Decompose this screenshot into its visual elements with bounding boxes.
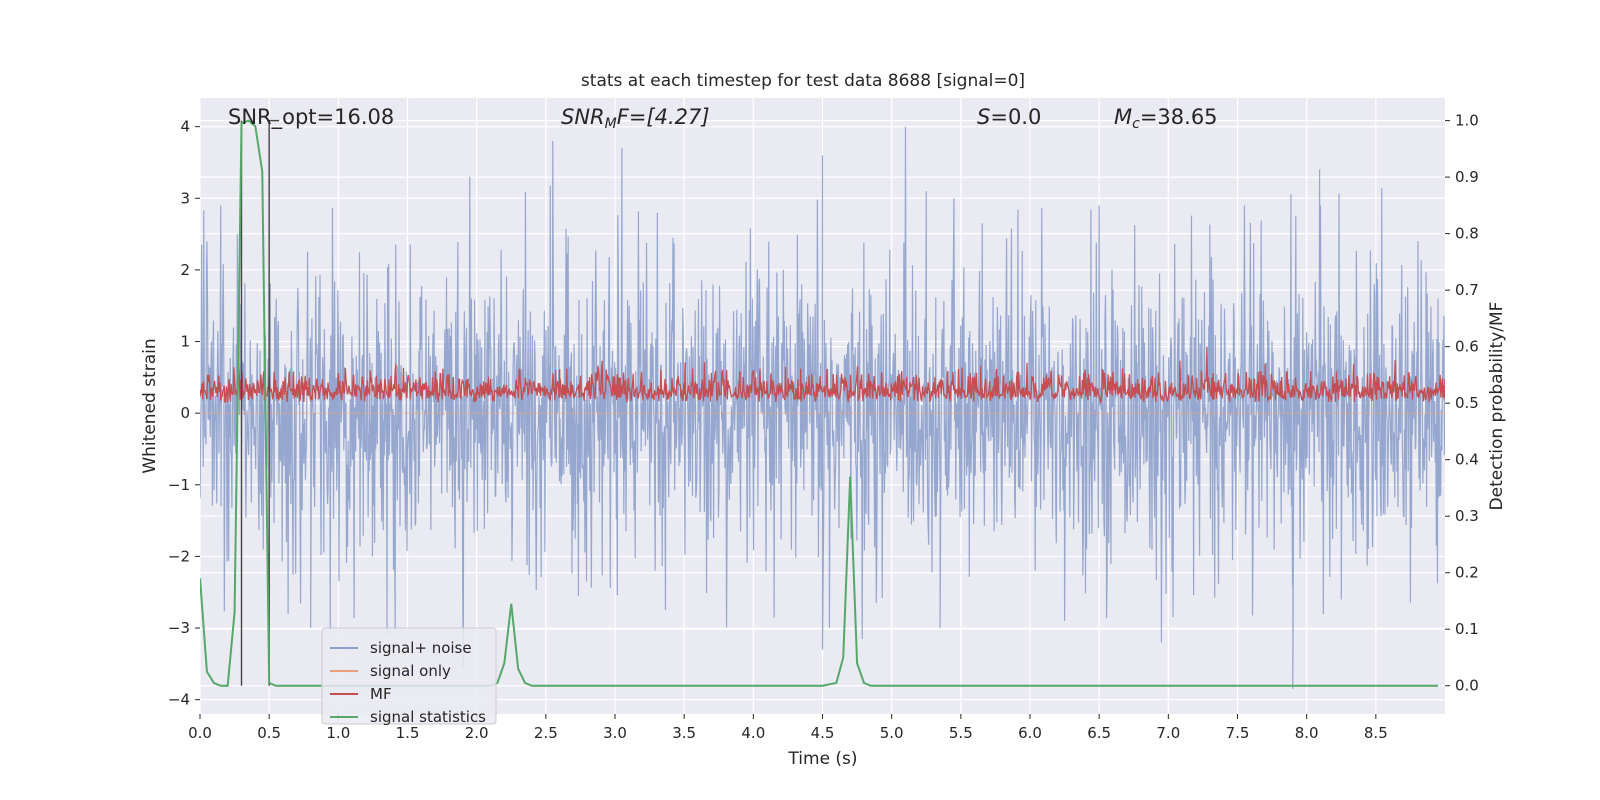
x-tick-label: 4.0 [741, 724, 765, 742]
legend-label: signal+ noise [370, 639, 472, 657]
legend-label: MF [370, 685, 392, 703]
x-tick-label: 2.5 [534, 724, 558, 742]
y-tick-label-right: 0.2 [1455, 564, 1479, 582]
x-tick-label: 8.5 [1364, 724, 1388, 742]
y-tick-label-right: 0.8 [1455, 225, 1479, 243]
y-tick-label-left: 4 [180, 118, 190, 136]
x-tick-label: 3.5 [672, 724, 696, 742]
x-axis-label: Time (s) [787, 749, 857, 769]
y-tick-label-left: −3 [168, 619, 190, 637]
y-ticks-right: 0.0 0.1 0.2 0.3 0.4 0.5 0.6 0.7 0.8 0.9 1.0 [1445, 112, 1479, 695]
series-mf-line [200, 346, 1445, 404]
chart-title: stats at each timestep for test data 868… [581, 71, 1025, 91]
y-axis-label-right: Detection probability/MF [1487, 302, 1507, 511]
x-tick-label: 6.0 [1018, 724, 1042, 742]
x-tick-label: 5.0 [880, 724, 904, 742]
annotation-s-main: S [977, 105, 990, 129]
annotation-s: S=0.0 [977, 105, 1041, 129]
x-tick-label: 6.5 [1087, 724, 1111, 742]
annotation-snr-opt: SNR_opt=16.08 [228, 105, 394, 130]
x-tick-label: 4.5 [811, 724, 835, 742]
y-tick-label-right: 0.0 [1455, 677, 1479, 695]
x-tick-label: 2.0 [465, 724, 489, 742]
y-tick-label-right: 0.5 [1455, 394, 1479, 412]
annotation-snr-mf: SNRMF=[4.27] [561, 105, 710, 132]
annotation-mc-tail: =38.65 [1140, 105, 1218, 129]
annotation-s-tail: =0.0 [990, 105, 1041, 129]
x-tick-label: 8.0 [1295, 724, 1319, 742]
y-ticks-left: −4 −3 −2 −1 0 1 2 3 4 [168, 118, 200, 709]
annotation-snr-mf-sub: M [605, 116, 617, 132]
series-signal-noise-line [200, 126, 1445, 689]
x-tick-label: 3.0 [603, 724, 627, 742]
y-tick-label-right: 0.4 [1455, 451, 1479, 469]
plot-area [199, 98, 1445, 714]
y-tick-label-right: 1.0 [1455, 112, 1479, 130]
x-tick-label: 7.0 [1156, 724, 1180, 742]
x-tick-label: 5.5 [949, 724, 973, 742]
x-tick-label: 0.5 [257, 724, 281, 742]
annotation-mc: Mc=38.65 [1114, 105, 1218, 132]
y-tick-label-left: −4 [168, 691, 190, 709]
y-tick-label-left: −2 [168, 547, 190, 565]
y-tick-label-left: −1 [168, 476, 190, 494]
x-tick-label: 1.0 [326, 724, 350, 742]
legend-label: signal statistics [370, 708, 486, 726]
x-tick-label: 1.5 [396, 724, 420, 742]
annotation-snr-mf-tail: F=[4.27] [617, 105, 710, 129]
x-tick-label: 0.0 [188, 724, 212, 742]
x-tick-label: 7.5 [1226, 724, 1250, 742]
y-tick-label-right: 0.1 [1455, 620, 1479, 638]
series-layer [200, 119, 1445, 689]
y-tick-label-right: 0.9 [1455, 168, 1479, 186]
y-tick-label-right: 0.7 [1455, 281, 1479, 299]
legend: signal+ noise signal only MF signal statist… [321, 627, 497, 726]
y-tick-label-left: 0 [180, 404, 190, 422]
y-tick-label-left: 2 [180, 261, 190, 279]
annotation-snr-mf-main: SNR [561, 105, 605, 129]
annotation-mc-sub: c [1132, 116, 1140, 132]
y-tick-label-right: 0.3 [1455, 507, 1479, 525]
x-ticks: 0.0 0.5 1.0 1.5 2.0 2.5 3.0 3.5 4.0 4.5 5.0 5.5 6.0 6… [188, 714, 1388, 742]
legend-label: signal only [370, 662, 451, 680]
annotation-mc-main: M [1114, 105, 1132, 129]
y-tick-label-right: 0.6 [1455, 338, 1479, 356]
y-axis-label-left: Whitened strain [140, 338, 160, 473]
series-signal-statistics-line [200, 119, 1439, 687]
legend-box [321, 627, 497, 725]
y-tick-label-left: 1 [180, 333, 190, 351]
y-tick-label-left: 3 [180, 189, 190, 207]
